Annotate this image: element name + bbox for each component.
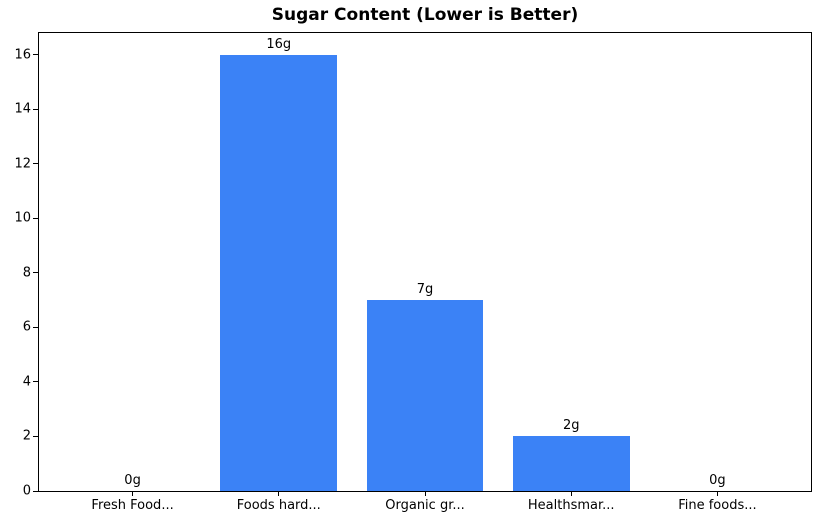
x-tick-label: Fine foods... — [678, 498, 757, 513]
bar-1 — [220, 54, 338, 491]
bar-2 — [366, 300, 484, 491]
y-tick-label: 14 — [14, 101, 31, 117]
x-tick-label: Healthsmar... — [527, 498, 615, 513]
chart-title: Sugar Content (Lower is Better) — [271, 5, 579, 25]
plot-area: 0 2 4 6 8 10 12 14 16 0g Fresh Food... 16g Foods har… — [14, 32, 812, 513]
x-tick-mark — [132, 491, 134, 496]
y-tick-mark — [33, 435, 38, 437]
y-tick-mark — [33, 163, 38, 165]
y-tick-mark — [33, 381, 38, 383]
y-tick-mark — [33, 217, 38, 219]
y-tick-label: 4 — [22, 374, 31, 390]
y-tick-label: 10 — [14, 210, 31, 226]
bar-value-label: 0g — [709, 473, 726, 488]
bar-value-label: 2g — [562, 418, 580, 434]
y-tick-mark — [33, 108, 38, 110]
x-tick-mark — [278, 491, 280, 496]
bar-value-label: 0g — [124, 473, 141, 488]
y-tick-label: 2 — [22, 428, 31, 444]
y-tick-label: 0 — [22, 483, 31, 499]
y-tick-label: 8 — [22, 265, 31, 281]
y-tick-mark — [33, 490, 38, 492]
x-tick-mark — [424, 491, 426, 496]
bar-3 — [512, 436, 630, 491]
x-tick-label: Fresh Food... — [91, 498, 174, 513]
y-tick-mark — [33, 326, 38, 328]
x-tick-mark — [570, 491, 572, 496]
bar-value-label: 16g — [266, 36, 292, 52]
x-tick-label: Organic gr... — [385, 498, 465, 513]
y-tick-label: 12 — [14, 156, 31, 172]
y-tick-label: 6 — [22, 319, 31, 335]
x-tick-label: Foods hard... — [236, 498, 321, 513]
y-tick-mark — [33, 54, 38, 56]
bar-value-label: 7g — [416, 282, 434, 298]
y-tick-mark — [33, 272, 38, 274]
x-tick-mark — [716, 491, 718, 496]
y-tick-label: 16 — [14, 47, 31, 63]
